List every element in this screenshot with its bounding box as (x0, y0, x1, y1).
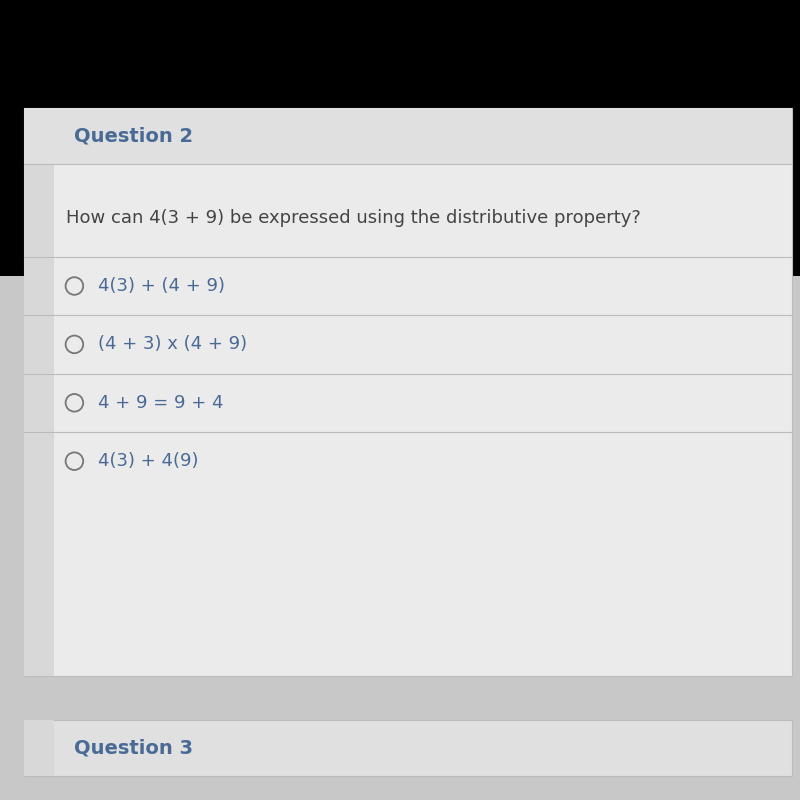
Bar (0, 0, 800, 276)
Text: (4 + 3) x (4 + 9): (4 + 3) x (4 + 9) (98, 335, 247, 354)
Bar (24, 720, 792, 776)
Bar (24, 108, 54, 676)
Text: How can 4(3 + 9) be expressed using the distributive property?: How can 4(3 + 9) be expressed using the … (66, 210, 642, 227)
Bar (0, 276, 800, 800)
Text: 4(3) + 4(9): 4(3) + 4(9) (98, 452, 199, 470)
Text: Question 3: Question 3 (74, 738, 194, 758)
Bar (24, 720, 54, 776)
Bar (24, 108, 792, 676)
Bar (24, 108, 792, 164)
Text: 4(3) + (4 + 9): 4(3) + (4 + 9) (98, 277, 226, 295)
Text: 4 + 9 = 9 + 4: 4 + 9 = 9 + 4 (98, 394, 224, 412)
Text: Question 2: Question 2 (74, 126, 194, 146)
